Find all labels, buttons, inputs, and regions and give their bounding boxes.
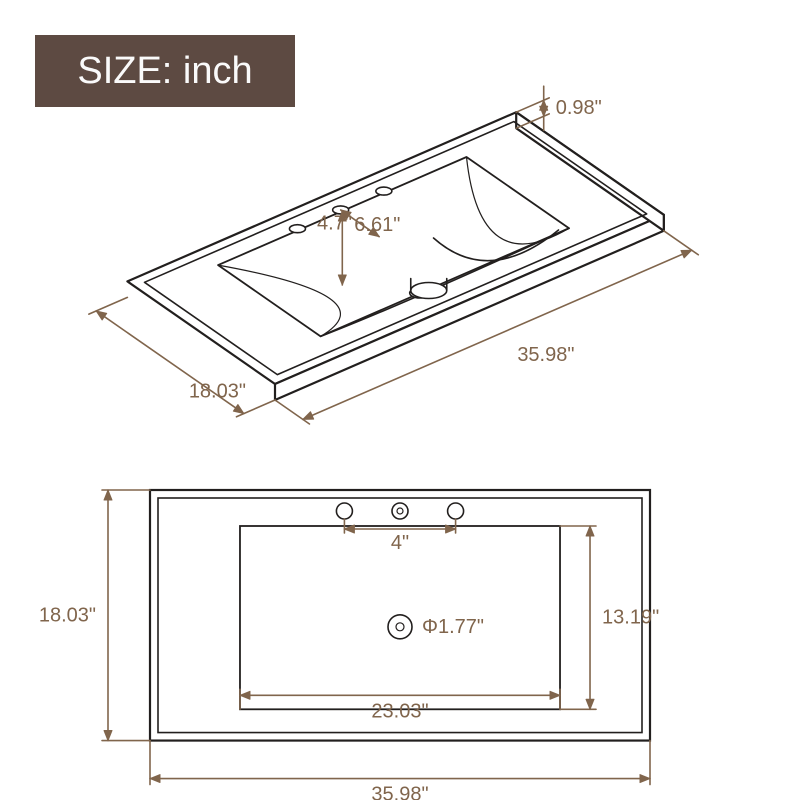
svg-text:18.03": 18.03": [39, 604, 96, 626]
svg-text:Φ1.77": Φ1.77": [422, 616, 484, 638]
svg-text:4.7": 4.7": [317, 212, 352, 234]
svg-text:13.19": 13.19": [602, 607, 659, 629]
svg-text:23.03": 23.03": [371, 700, 428, 722]
dimension-diagram: 35.98"18.03"0.98"6.61"4.7" 35.98"18.03"2…: [0, 0, 800, 800]
top-view: 35.98" 18.03" 23.03" 13.19" 4" Φ1.77": [39, 490, 659, 800]
svg-text:35.98": 35.98": [517, 344, 574, 366]
svg-text:0.98": 0.98": [556, 97, 602, 119]
svg-text:35.98": 35.98": [371, 784, 428, 800]
size-badge-label: SIZE: inch: [77, 50, 252, 93]
isometric-view: 35.98"18.03"0.98"6.61"4.7": [89, 86, 698, 424]
svg-text:18.03": 18.03": [189, 380, 246, 402]
svg-text:4": 4": [391, 532, 409, 554]
size-badge: SIZE: inch: [35, 35, 295, 107]
